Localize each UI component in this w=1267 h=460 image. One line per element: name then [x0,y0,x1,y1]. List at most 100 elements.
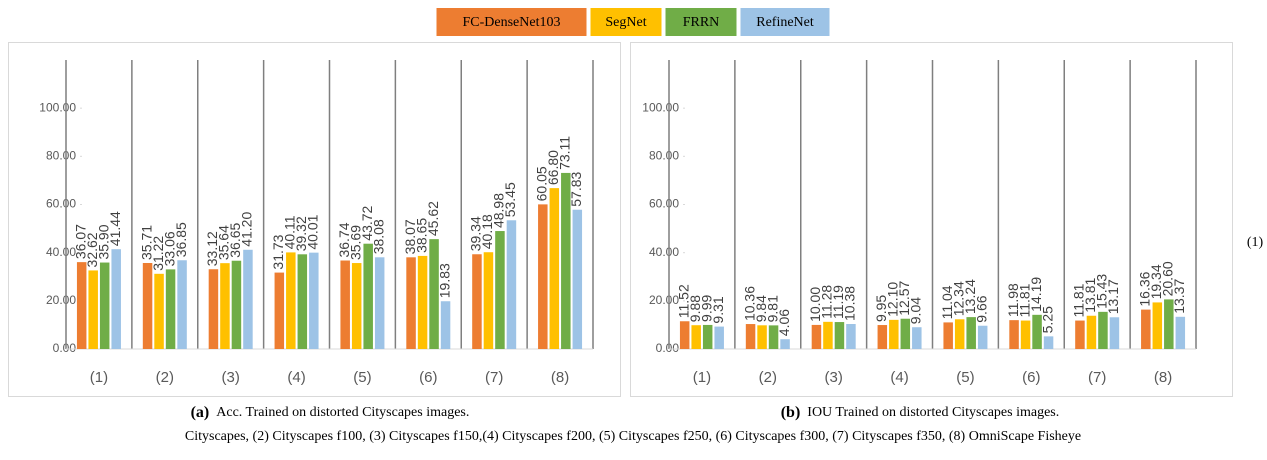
bar [351,263,362,349]
bar [406,257,416,349]
caption-spacer [800,405,807,420]
value-label: 10.38 [842,286,858,321]
bar [889,319,899,349]
bar [495,231,505,349]
value-label: 20.60 [1160,261,1176,296]
value-label: 11.98 [1005,283,1021,317]
bar [780,339,790,349]
value-label: 9.84 [753,295,769,322]
bar [363,243,373,349]
bar [1032,314,1042,349]
x-tick-label: (4) [890,369,908,386]
value-label: 19.83 [436,263,452,298]
bar [702,324,713,349]
bar [549,188,560,349]
caption-text: Acc. Trained on distorted Cityscapes ima… [216,405,469,420]
bar [220,263,230,349]
bar [417,255,428,349]
x-tick-label: (8) [551,369,569,386]
value-label: 11.19 [830,285,846,319]
y-tick-label: 40.00 [649,245,679,259]
bar [966,317,976,349]
bar [691,325,701,349]
value-label: 10.00 [807,287,823,322]
value-label: 9.31 [710,296,726,323]
value-label: 40.18 [479,214,495,249]
value-label: 66.80 [545,150,561,185]
bar [1175,316,1186,349]
value-label: 38.07 [402,219,418,254]
bar [231,260,242,349]
value-label: 19.34 [1148,264,1164,299]
y-tick-label: 20.00 [649,293,679,307]
value-label: 9.04 [908,297,924,324]
value-label: 13.37 [1171,279,1187,314]
bar [340,260,350,349]
value-label: 9.81 [764,295,780,322]
value-label: 40.01 [305,214,321,249]
bar [472,254,482,349]
caption-label: (a) [191,404,210,421]
bar [154,273,164,349]
y-tick-label: 0.00 [656,341,680,355]
bar [954,319,965,349]
bar [374,257,385,349]
caption-text: IOU Trained on distorted Cityscapes imag… [807,405,1059,420]
value-label: 14.19 [1028,277,1044,312]
value-label: 36.85 [173,222,189,257]
value-label: 12.10 [885,282,901,317]
value-label: 36.74 [336,222,352,257]
bar [943,322,953,349]
caption: (b) IOU Trained on distorted Cityscapes … [781,404,1060,421]
value-label: 9.66 [973,295,989,322]
legend-label: RefineNet [756,15,814,30]
y-tick-label: 60.00 [46,197,76,211]
value-label: 11.52 [675,284,691,318]
bar [745,324,756,349]
x-tick-label: (1) [693,369,711,386]
caption-label: (b) [781,404,801,421]
bar [297,254,308,349]
bar [757,325,767,349]
bar [900,318,911,349]
legend-swatch [665,8,737,36]
value-label: 36.07 [72,224,88,259]
value-label: 60.05 [534,166,550,201]
x-tick-label: (1) [90,369,108,386]
x-tick-label: (3) [222,369,240,386]
value-label: 35.90 [95,224,111,259]
x-tick-label: (7) [485,369,503,386]
equation-number: (1) [1247,235,1264,250]
bar [977,325,988,349]
value-label: 41.20 [239,212,255,247]
chart-frame [8,42,621,397]
value-label: 11.81 [1071,283,1087,317]
value-label: 43.72 [359,205,375,240]
bar [823,321,833,349]
bar [714,326,724,349]
bar [165,269,176,349]
value-label: 33.06 [161,231,177,266]
bar [538,204,548,349]
value-label: 32.62 [84,232,100,267]
bar [429,239,439,349]
bar [834,322,845,349]
legend-label: FC-DenseNet103 [463,15,561,30]
value-label: 13.81 [1082,277,1098,312]
x-tick-label: (2) [759,369,777,386]
value-label: 53.45 [502,182,518,217]
x-tick-label: (4) [287,369,305,386]
x-tick-label: (2) [156,369,174,386]
value-label: 13.17 [1105,279,1121,314]
legend-swatch [740,8,830,36]
value-label: 9.95 [873,295,889,322]
footnote: Cityscapes, (2) Cityscapes f100, (3) Cit… [185,429,1081,444]
bar [846,324,856,349]
bar [561,172,571,349]
value-label: 9.99 [698,294,714,321]
x-tick-label: (3) [825,369,843,386]
value-label: 11.04 [939,285,955,319]
bar [768,325,779,349]
bar [877,325,888,349]
